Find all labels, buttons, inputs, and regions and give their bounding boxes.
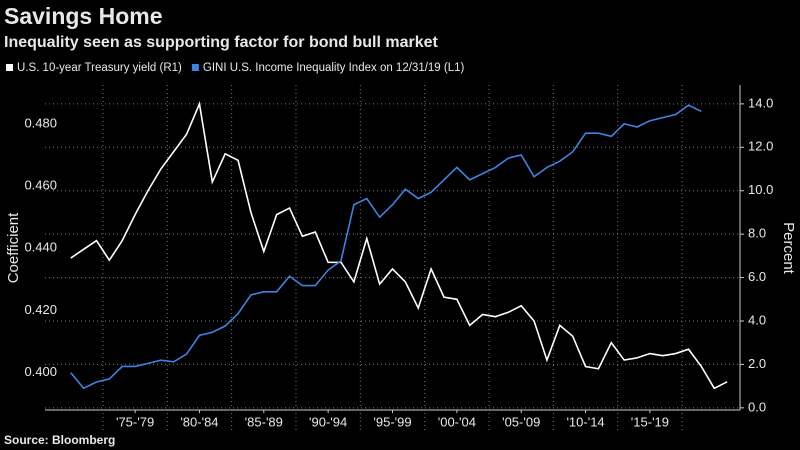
legend-label: GINI U.S. Income Inequality Index on 12/… [203,62,465,74]
y2-tick-label: 12.0 [748,139,773,154]
x-tick-label: '00-'04 [438,414,476,429]
y2-tick-label: 0.0 [748,399,766,414]
x-tick-label: '90-'94 [309,414,347,429]
y-tick-label: 0.420 [24,302,57,317]
x-tick-label: '05-'09 [502,414,540,429]
y-axis-label: Coefficient [5,212,22,283]
x-tick-label: '10-'14 [566,414,604,429]
series-line [70,104,702,390]
chart-subtitle: Inequality seen as supporting factor for… [4,34,439,51]
x-tick-label: '95-'99 [373,414,411,429]
y-tick-label: 0.460 [24,178,57,193]
x-tick-label: '75-'79 [116,414,154,429]
y-tick-label: 0.400 [24,364,57,379]
source: Source: Bloomberg [4,433,115,447]
y-tick-label: 0.440 [24,240,57,255]
legend-label: U.S. 10-year Treasury yield (R1) [17,62,182,74]
chart-title: Savings Home [4,3,163,29]
y2-tick-label: 8.0 [748,226,766,241]
y2-axis-label: Percent [780,222,797,275]
y2-tick-label: 14.0 [748,95,773,110]
y-tick-label: 0.480 [24,115,57,130]
y2-tick-label: 10.0 [748,182,773,197]
x-tick-label: '85-'89 [245,414,283,429]
y2-tick-label: 4.0 [748,312,766,327]
x-tick-label: '15-'19 [631,414,669,429]
y2-tick-label: 6.0 [748,269,766,284]
legend-swatch [6,64,13,71]
series-line [70,101,728,390]
y2-tick-label: 2.0 [748,356,766,371]
x-tick-label: '80-'84 [180,414,218,429]
legend-swatch [191,64,199,71]
